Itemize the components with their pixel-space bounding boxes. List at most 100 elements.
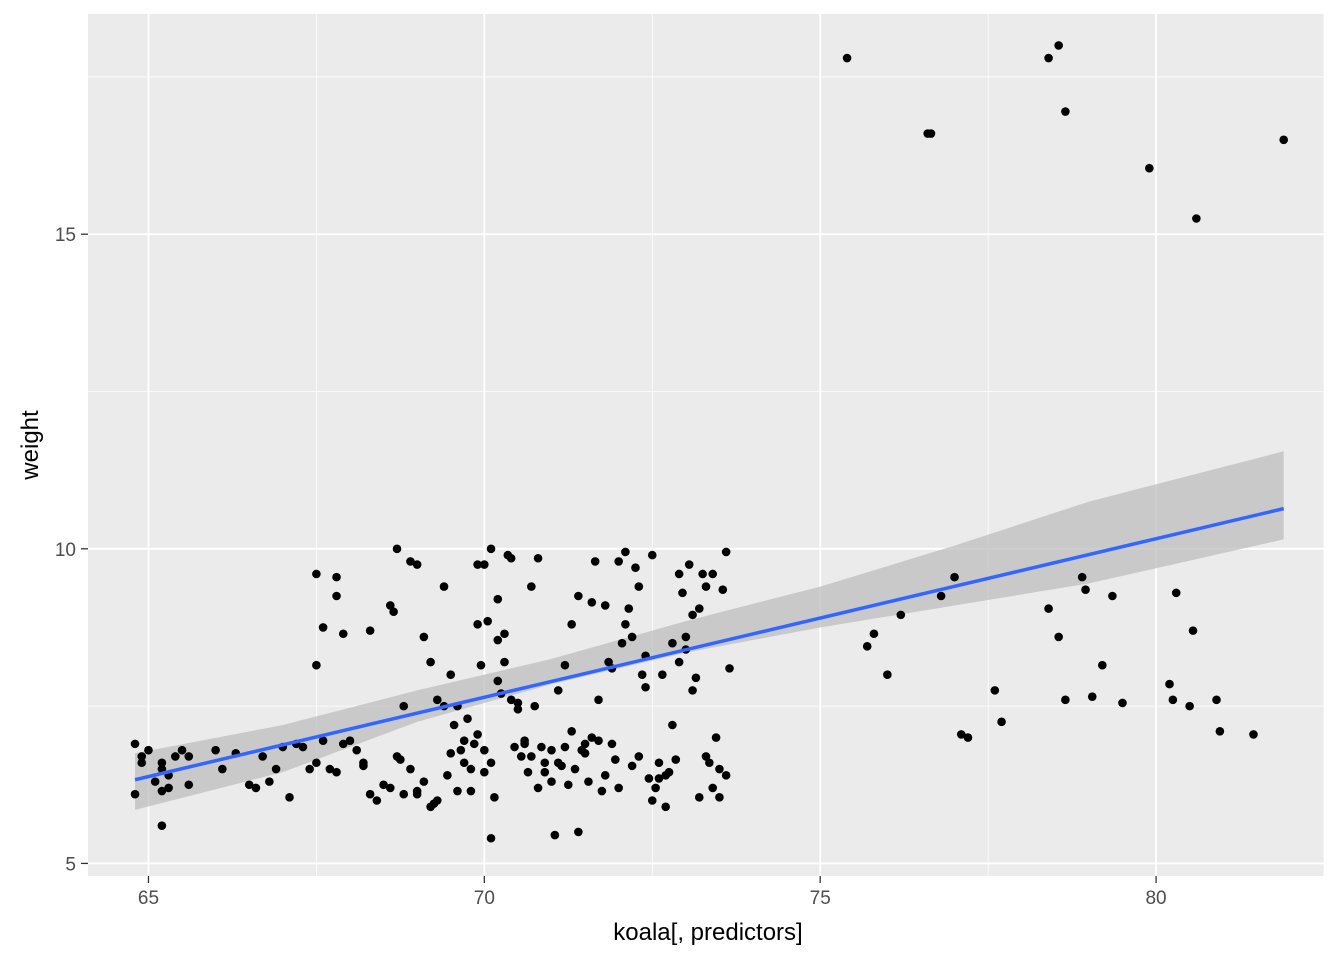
data-point [137,758,147,768]
data-point [490,793,499,802]
data-point [708,783,718,793]
x-axis-ticks: 65 70 75 80 [138,876,1167,909]
data-point [711,733,721,742]
data-point [600,601,610,610]
data-point [325,764,335,774]
data-point [651,783,660,793]
data-point [523,767,533,777]
data-point [157,786,167,796]
data-point [1249,730,1258,739]
data-point [574,827,583,837]
data-point [842,53,852,63]
data-point [684,560,694,569]
data-point [130,789,140,799]
data-point [419,632,429,642]
data-point [550,830,560,840]
data-point [365,626,375,635]
x-tick-label: 70 [474,888,495,909]
data-point [493,594,503,604]
data-point [671,755,681,764]
data-point [715,764,724,774]
data-point [459,758,469,768]
data-point [144,745,153,755]
data-point [691,673,701,683]
data-point [137,752,147,761]
data-point [493,635,503,645]
data-point [433,695,442,705]
data-point [392,544,402,554]
data-point [480,745,489,755]
data-point [1061,695,1070,705]
data-point [607,739,617,749]
data-point [701,752,711,761]
confidence-band-layer [135,451,1284,810]
data-point [399,701,409,711]
data-point [385,601,395,610]
data-point [184,752,194,761]
data-point [466,764,476,774]
data-point [412,560,422,569]
data-point [990,686,1000,695]
data-point [463,714,472,724]
scatter-points [130,41,1288,843]
data-point [1145,163,1154,173]
data-point [396,755,405,764]
data-point [956,730,966,739]
data-point [1061,107,1070,116]
data-point [533,553,543,563]
data-point [617,638,627,648]
y-tick-label: 15 [55,225,76,246]
data-point [1054,41,1063,50]
data-point [584,777,593,786]
data-point [664,767,674,777]
data-point [1168,695,1178,705]
data-point [520,739,529,749]
data-point [997,717,1006,727]
data-point [345,736,355,746]
data-point [644,774,654,783]
data-point [271,764,281,774]
data-point [469,739,479,749]
x-axis-title: koala[, predictors] [613,919,802,946]
data-point [634,752,644,761]
data-point [285,793,294,802]
data-point [372,796,382,805]
data-point [647,796,657,805]
data-point [701,582,711,591]
data-point [694,793,704,802]
data-point [527,752,536,761]
data-point [1279,135,1288,145]
data-point [1171,588,1181,598]
data-point [150,777,160,786]
data-point [453,786,462,796]
data-point [305,764,314,774]
data-point [725,664,734,673]
data-point [1188,626,1198,635]
data-point [466,786,476,796]
data-point [624,604,634,613]
fit-line-layer [134,506,1285,782]
data-point [1192,214,1201,223]
data-point [574,591,583,601]
data-point [379,780,388,790]
data-point [547,777,556,786]
data-point [399,789,409,799]
data-point [688,610,697,620]
data-point [318,736,328,746]
data-point [1098,660,1107,670]
data-point [674,569,684,579]
data-point [862,642,872,651]
data-point [604,657,613,667]
data-point [597,786,607,796]
data-point [473,620,482,629]
data-point [537,742,546,752]
data-point [510,742,519,752]
data-point [580,749,590,758]
data-point [184,780,194,790]
data-point [439,582,449,591]
data-point [721,547,731,557]
data-point [560,660,570,670]
data-point [590,557,600,566]
data-point [926,129,936,138]
data-point [406,557,415,566]
